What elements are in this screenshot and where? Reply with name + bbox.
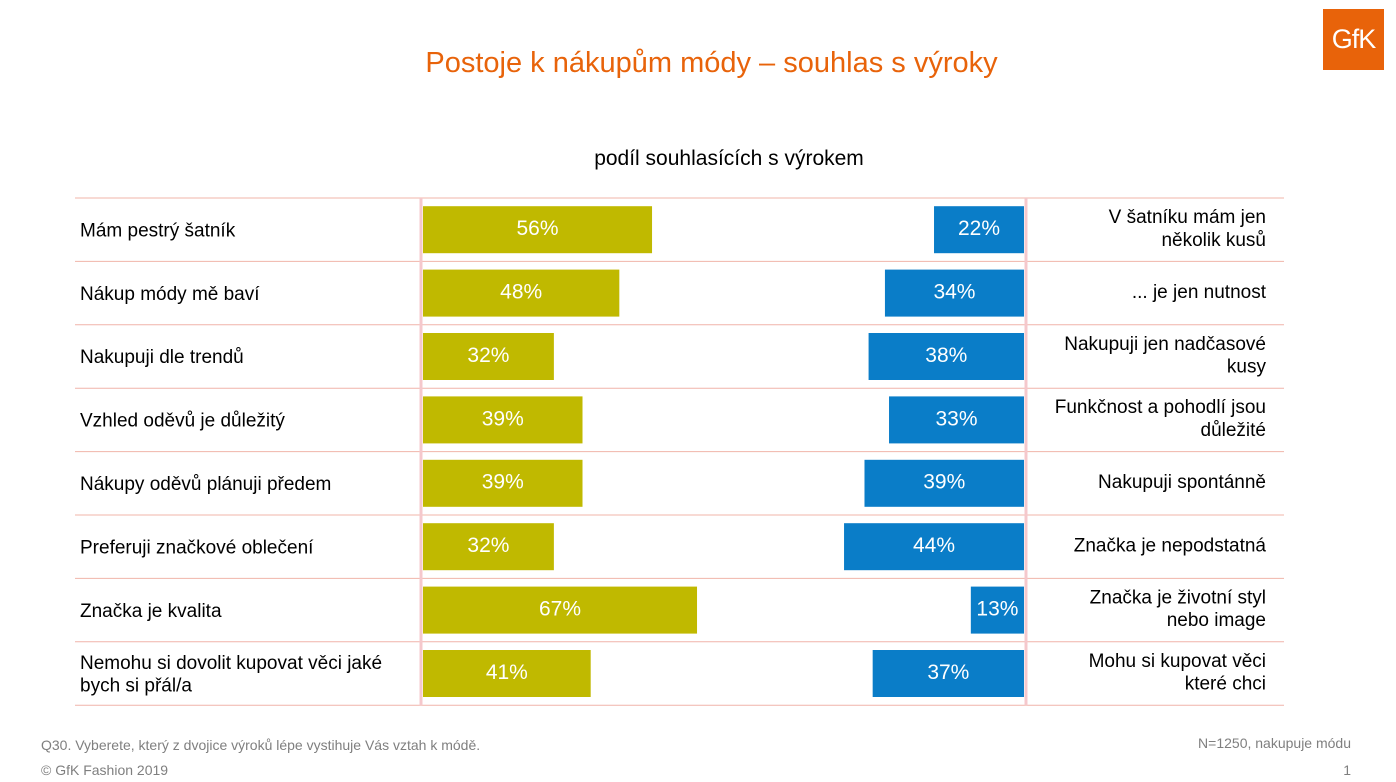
left-category-label: Nemohu si dovolit kupovat věci jaké bych … <box>80 653 382 697</box>
left-bar-label: 32% <box>467 344 509 367</box>
left-bar <box>423 333 554 380</box>
right-category-label: Funkčnost a pohodlí jsou důležité <box>1055 397 1266 441</box>
right-category-label: ... je jen nutnost <box>1132 282 1267 303</box>
right-bar <box>864 459 1024 507</box>
left-bar-label: 56% <box>517 217 559 240</box>
left-bar-label: 32% <box>467 534 509 557</box>
footer-copyright: © GfK Fashion 2019 <box>41 762 169 778</box>
right-bar-label: 38% <box>925 344 967 367</box>
right-bar-label: 44% <box>913 534 955 557</box>
chart-title: Postoje k nákupům módy – souhlas s výrok… <box>425 47 998 79</box>
right-category-label: Mohu si kupovat věci které chci <box>1089 651 1266 695</box>
left-bar <box>423 586 698 634</box>
left-bar-label: 67% <box>539 597 581 620</box>
right-bar-label: 22% <box>958 217 1000 240</box>
right-bar-label: 13% <box>976 597 1018 620</box>
chart-subtitle: podíl souhlasících s výrokem <box>594 147 864 170</box>
right-category-label: Značka je životní styl nebo image <box>1090 587 1266 631</box>
left-bar <box>423 206 653 254</box>
page-number: 1 <box>1343 762 1351 778</box>
left-category-label: Značka je kvalita <box>80 601 222 622</box>
left-bar <box>423 650 591 697</box>
left-category-label: Nákup módy mě baví <box>80 284 260 305</box>
right-bar <box>884 269 1024 317</box>
footer-sample: N=1250, nakupuje módu <box>1198 735 1351 751</box>
left-bar <box>423 523 554 571</box>
right-bar-label: 34% <box>933 280 975 303</box>
gfk-logo: GfK <box>1323 9 1384 70</box>
right-category-label: Značka je nepodstatná <box>1074 535 1267 556</box>
right-bar <box>868 333 1024 380</box>
left-category-label: Mám pestrý šatník <box>80 220 236 241</box>
right-category-label: Nakupuji spontánně <box>1098 472 1266 493</box>
right-bar-label: 39% <box>923 471 965 494</box>
right-bar <box>844 523 1024 571</box>
right-bar-label: 33% <box>935 407 977 430</box>
left-bar-label: 39% <box>482 407 524 430</box>
footer-question: Q30. Vyberete, který z dvojice výroků lé… <box>41 737 481 753</box>
left-category-label: Vzhled oděvů je důležitý <box>80 411 285 432</box>
right-category-label: Nakupuji jen nadčasové kusy <box>1064 334 1266 378</box>
right-bar <box>872 650 1024 697</box>
left-bar <box>423 459 583 507</box>
right-bar <box>889 396 1024 444</box>
right-bar <box>970 586 1024 634</box>
right-bar-label: 37% <box>927 661 969 684</box>
left-category-label: Nakupuji dle trendů <box>80 347 244 368</box>
left-bar <box>423 396 583 444</box>
left-bar <box>423 269 620 317</box>
left-bar-label: 41% <box>486 661 528 684</box>
left-category-label: Preferuji značkové oblečení <box>80 537 314 558</box>
left-category-label: Nákupy oděvů plánuji předem <box>80 474 331 495</box>
left-bar-label: 48% <box>500 280 542 303</box>
left-bar-label: 39% <box>482 471 524 494</box>
right-bar <box>934 206 1024 254</box>
right-category-label: V šatníku mám jen několik kusů <box>1109 207 1266 251</box>
